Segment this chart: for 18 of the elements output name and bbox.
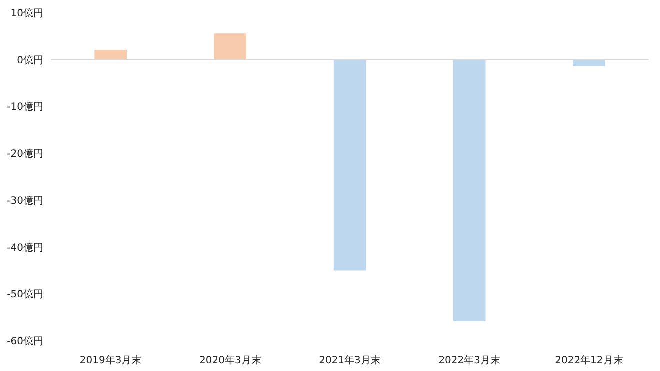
bar [453, 60, 486, 322]
x-tick-label: 2022年12月末 [555, 354, 624, 366]
y-tick-label: -40億円 [7, 242, 44, 254]
x-tick-label: 2022年3月末 [438, 354, 501, 366]
x-tick-label: 2021年3月末 [319, 354, 381, 366]
bar [573, 60, 606, 66]
y-tick-label: 10億円 [10, 8, 44, 20]
y-tick-label: 0億円 [17, 54, 44, 66]
x-tick-label: 2019年3月末 [80, 354, 142, 366]
y-tick-label: -50億円 [7, 288, 44, 301]
bar [94, 50, 127, 60]
y-tick-label: -20億円 [7, 148, 44, 160]
y-tick-label: -60億円 [7, 336, 44, 348]
bar [214, 34, 247, 60]
y-tick-label: -10億円 [7, 101, 44, 114]
x-tick-label: 2020年3月末 [199, 354, 262, 366]
y-tick-label: -30億円 [7, 194, 44, 207]
bar [334, 60, 366, 271]
